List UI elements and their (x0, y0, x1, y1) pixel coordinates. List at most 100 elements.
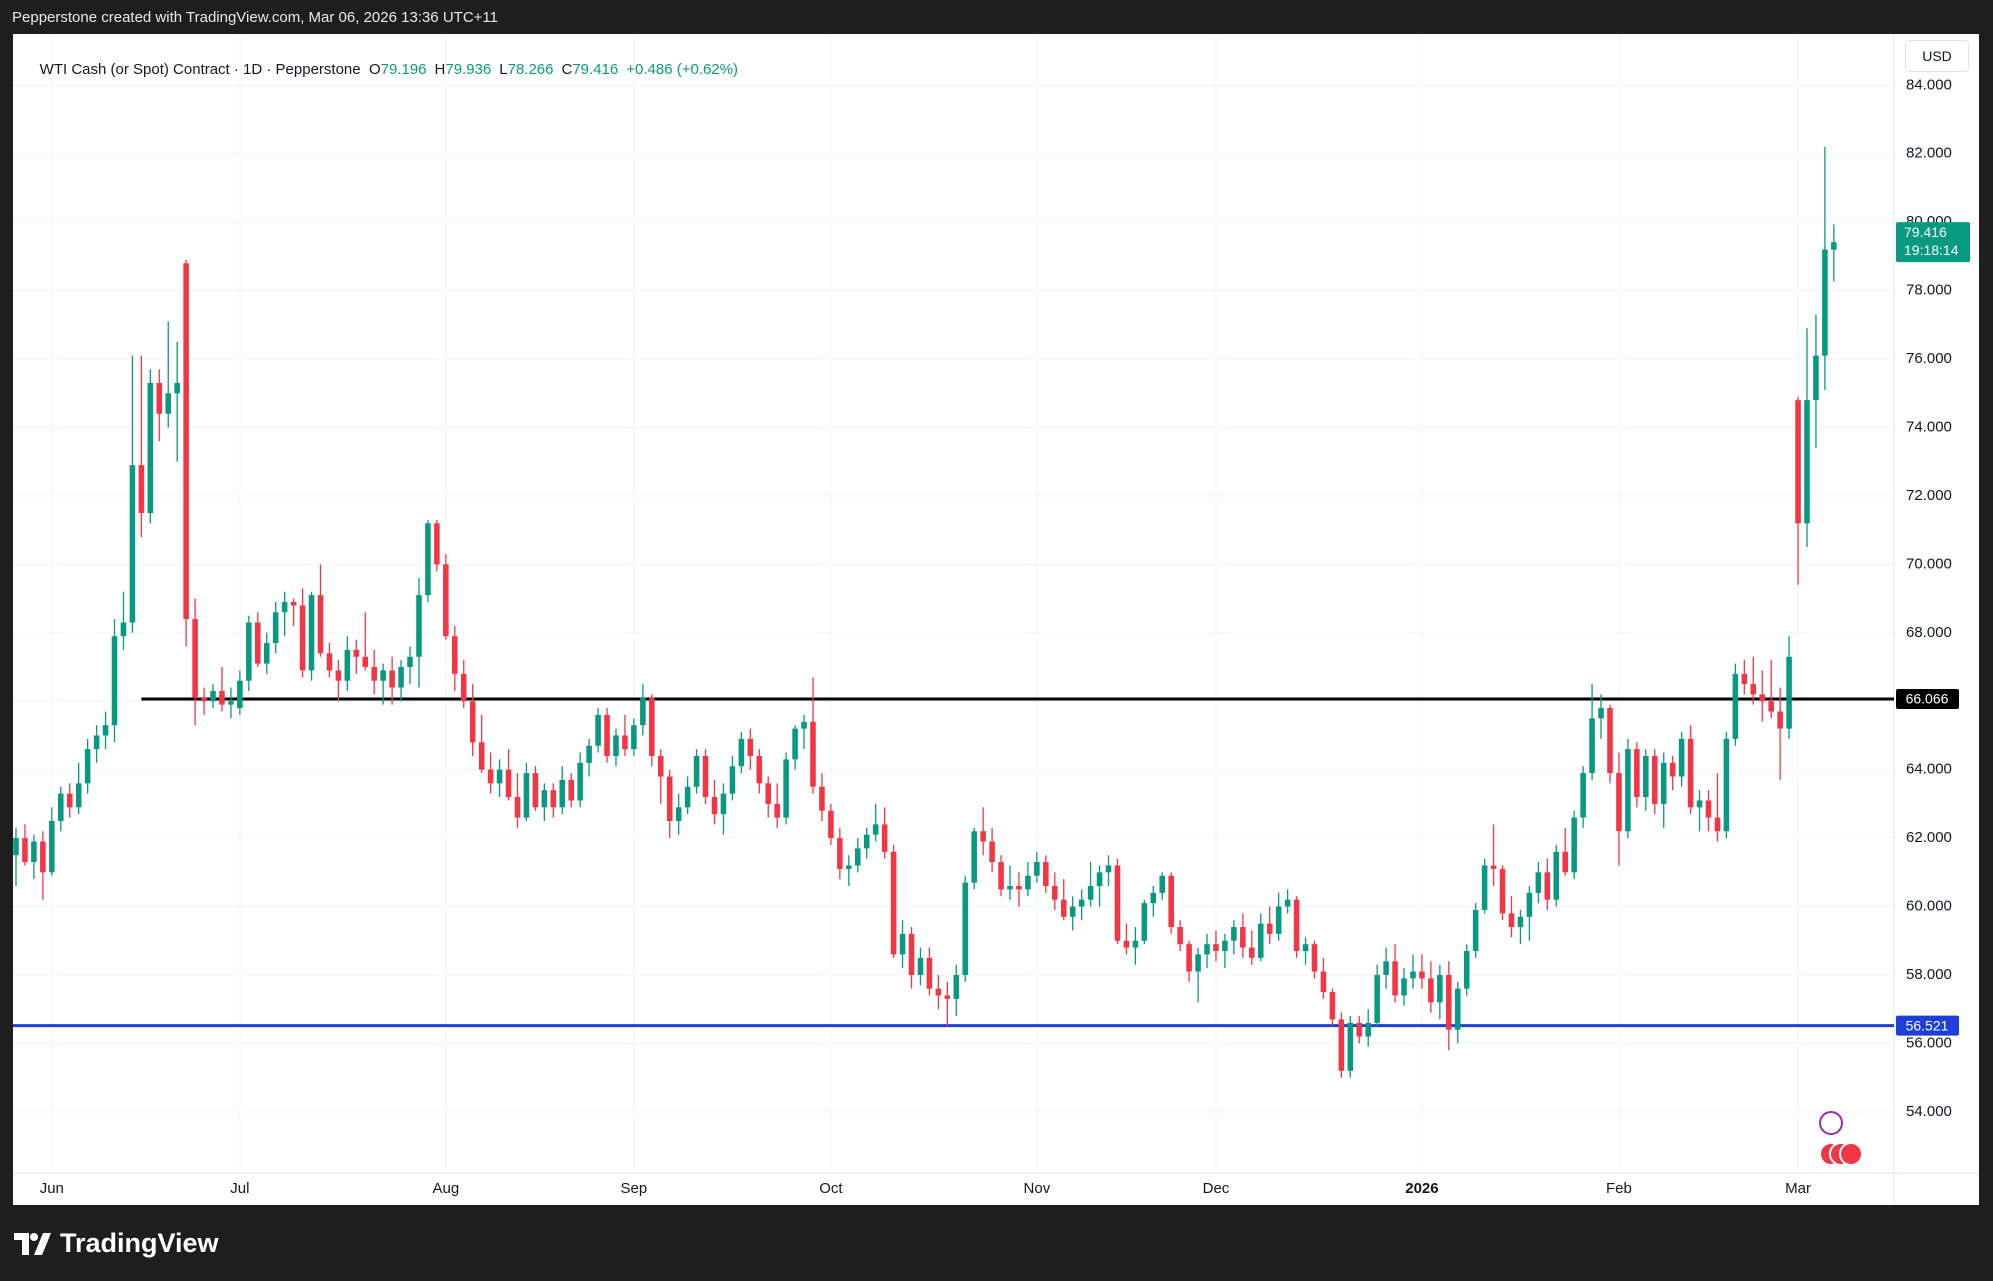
candle-body (711, 797, 718, 815)
candle-body (1204, 944, 1210, 955)
candle-body (1687, 738, 1694, 808)
candle-body (183, 263, 189, 620)
candle-body (1741, 673, 1748, 685)
candle-body (1320, 971, 1327, 993)
candle-body (308, 595, 315, 671)
candle-body (1275, 906, 1282, 934)
candle-body (1777, 711, 1783, 729)
candle-body (1669, 762, 1676, 777)
candle-body (1392, 961, 1398, 996)
candle-body (299, 605, 306, 671)
candle-body (219, 690, 225, 705)
candle-body (523, 773, 530, 818)
candle-body (1696, 800, 1703, 808)
y-tick-label: 72.000 (1906, 487, 1952, 504)
candle-body (1356, 1022, 1363, 1037)
candle-body (317, 595, 324, 654)
price-tag-label: 56.521 (1906, 1017, 1949, 1033)
icon (1839, 1142, 1863, 1166)
candle-body (532, 773, 539, 808)
candle-body (819, 786, 825, 811)
candle-body (120, 622, 127, 637)
y-tick-label: 78.000 (1906, 282, 1952, 299)
candle-body (1025, 875, 1031, 890)
candle-body (165, 393, 172, 414)
candle-body (622, 735, 628, 750)
candle-body (998, 862, 1004, 890)
candle-body (1177, 927, 1183, 945)
icon (1819, 1111, 1843, 1135)
candle-body (1043, 862, 1049, 886)
candle-body (1383, 961, 1389, 975)
y-tick-label: 62.000 (1906, 829, 1952, 846)
y-tick-label: 68.000 (1906, 624, 1952, 641)
candle-body (890, 851, 897, 955)
brand-logo[interactable]: TradingView (14, 1228, 219, 1259)
candle-body (720, 793, 727, 815)
candle-body (980, 831, 986, 842)
candle-body (1374, 974, 1380, 1023)
candle-body (416, 595, 422, 657)
x-tick-label: Mar (1785, 1180, 1811, 1197)
x-tick-label: Oct (819, 1180, 843, 1197)
last-price-tag (1896, 222, 1970, 263)
candle-body (1831, 242, 1837, 250)
y-tick-label: 60.000 (1906, 897, 1952, 914)
candle-body (801, 721, 807, 729)
candle-body (604, 714, 610, 756)
x-tick-label: Jun (40, 1180, 64, 1197)
candle-body (344, 649, 351, 681)
candle-body (1311, 944, 1318, 972)
candle-body (362, 656, 369, 668)
candle-body (1544, 872, 1551, 900)
candle-body (1526, 892, 1533, 917)
candle-body (505, 769, 512, 798)
candle-body (111, 636, 118, 726)
price-tag (1896, 688, 1959, 709)
candle-body (792, 728, 798, 760)
candle-body (595, 714, 601, 746)
candle-body (129, 465, 136, 623)
candle-body (66, 793, 73, 808)
candle-body (1410, 971, 1416, 979)
candle-body (49, 820, 55, 873)
currency-button[interactable]: USD (1905, 40, 1969, 72)
candle-body (702, 755, 709, 798)
candle-body (631, 725, 637, 750)
candle-body (326, 653, 333, 671)
candle-body (926, 957, 933, 989)
price-tag (1896, 1015, 1959, 1036)
candle-body (1481, 865, 1488, 910)
candle-body (1034, 862, 1040, 876)
candle-body (1266, 923, 1273, 934)
candle-body (944, 995, 951, 999)
candle-body (810, 721, 816, 787)
candle-body (1087, 886, 1094, 900)
candle-body (899, 933, 906, 955)
candle-body (1016, 886, 1022, 890)
candle-body (496, 769, 503, 784)
brand-name: TradingView (60, 1228, 219, 1258)
ohlc-value: 79.936 (445, 61, 492, 78)
x-tick-label: Nov (1024, 1180, 1051, 1197)
y-tick-label: 70.000 (1906, 555, 1952, 572)
candle-body (989, 841, 995, 863)
candle-body (13, 838, 19, 856)
candle-body (1159, 875, 1166, 893)
candle-body (1589, 718, 1595, 774)
candle-body (1123, 940, 1130, 948)
candle-body (908, 933, 915, 975)
candle-body (1795, 400, 1801, 524)
candle-body (201, 697, 207, 702)
logo-icon (14, 1232, 51, 1255)
candle-body (407, 656, 413, 668)
candle-body (1060, 899, 1067, 917)
candle-body (210, 690, 216, 702)
candle-body (1714, 817, 1721, 832)
candle-body (1213, 944, 1219, 952)
candle-body (863, 834, 870, 849)
price-tag-label: 66.066 (1906, 691, 1949, 707)
candle-body (1150, 892, 1157, 904)
candle-body (684, 786, 691, 808)
candle-body (1634, 749, 1640, 798)
